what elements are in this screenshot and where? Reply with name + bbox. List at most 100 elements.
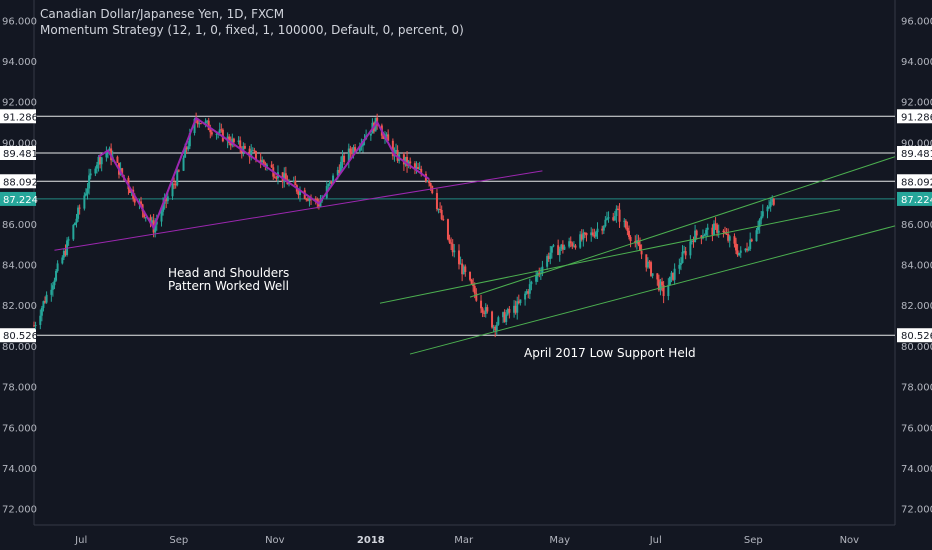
candle-body [343, 155, 346, 163]
candle-body [207, 120, 210, 130]
candle-body [45, 294, 48, 303]
head-shoulders-pattern [97, 116, 430, 231]
candle-body [683, 251, 686, 253]
candle-body [711, 227, 714, 235]
annotation-0: Head and Shoulders [168, 266, 289, 280]
candle-body [417, 167, 420, 170]
candle-body [154, 224, 157, 233]
candle-body [673, 268, 676, 280]
candle-body [84, 193, 87, 196]
y-tick-left-6: 84.000 [2, 261, 37, 272]
candle-body [431, 186, 434, 194]
candle-body [464, 266, 467, 273]
candle-body [727, 234, 730, 241]
candle-body [667, 284, 670, 297]
y-tick-left-4: 80.000 [2, 342, 37, 353]
candle-body [469, 272, 472, 280]
candle-body [210, 132, 213, 135]
candle-body [387, 134, 390, 141]
candle-body [585, 232, 588, 236]
y-tick-left-7: 86.000 [2, 220, 37, 231]
candle-body [182, 157, 185, 171]
candle-body [733, 236, 736, 244]
candle-body [121, 168, 124, 176]
candle-body [198, 123, 201, 125]
candle-body [616, 208, 619, 210]
candle-body [558, 248, 561, 255]
candle-body [519, 299, 522, 304]
candle-body [262, 160, 265, 164]
candle-body [517, 301, 520, 304]
candle-body [450, 242, 453, 244]
candle-body [314, 198, 317, 200]
x-tick-1: Sep [169, 535, 188, 546]
y-tick-right-6: 84.000 [901, 261, 932, 272]
candle-body [354, 147, 357, 152]
candle-body [89, 173, 92, 176]
candle-body [528, 284, 531, 294]
candle-body [173, 183, 176, 185]
candle-body [292, 180, 295, 182]
candle-body [33, 325, 35, 327]
candle-body [429, 183, 432, 187]
y-tick-left-5: 82.000 [2, 301, 37, 312]
candle-body [615, 208, 618, 217]
candle-body [561, 244, 564, 250]
candle-body [413, 163, 416, 169]
candle-body [332, 175, 335, 184]
candle-body [712, 223, 715, 235]
candle-body [420, 168, 423, 174]
candle-body [406, 156, 409, 166]
level-tag-right-1: 89.481 [901, 149, 932, 160]
channel-line-2 [469, 156, 896, 298]
candle-body [605, 218, 608, 220]
candle-body [94, 168, 97, 174]
candle-body [349, 148, 352, 153]
candle-body [591, 232, 594, 236]
candle-body [330, 180, 333, 184]
candle-body [83, 195, 86, 209]
candle-body [747, 248, 750, 251]
candle-body [678, 264, 681, 269]
candle-body [771, 198, 774, 202]
candle-body [51, 285, 54, 290]
candle-body [569, 241, 572, 244]
candle-body [550, 246, 553, 253]
candle-body [149, 217, 152, 224]
annotation-2: April 2017 Low Support Held [524, 346, 696, 360]
candle-body [184, 147, 187, 158]
candle-body [639, 244, 642, 251]
candle-body [358, 146, 361, 152]
candle-body [56, 263, 59, 272]
candle-body [196, 119, 199, 125]
candle-body [580, 234, 583, 240]
candle-body [129, 189, 132, 194]
candle-body [64, 251, 67, 255]
candle-body [684, 251, 687, 256]
candle-body [761, 211, 764, 217]
candle-body [502, 312, 505, 318]
candle-body [491, 311, 494, 328]
candle-body [396, 150, 399, 161]
candle-body [552, 245, 555, 247]
candle-body [360, 145, 363, 147]
candle-body [50, 289, 53, 295]
y-tick-left-9: 90.000 [2, 138, 37, 149]
candle-body [766, 206, 769, 212]
candle-body [42, 301, 45, 308]
candle-body [705, 229, 708, 235]
candle-body [162, 203, 165, 212]
candle-body [618, 209, 621, 222]
candle-body [755, 230, 758, 242]
candle-body [453, 250, 456, 253]
candle-body [483, 312, 486, 314]
candle-body [174, 183, 177, 186]
candle-body [72, 225, 75, 240]
candle-body [316, 199, 319, 203]
candle-body [624, 220, 627, 228]
candle-body [242, 146, 245, 153]
y-tick-right-4: 80.000 [901, 342, 932, 353]
candle-body [404, 156, 407, 165]
